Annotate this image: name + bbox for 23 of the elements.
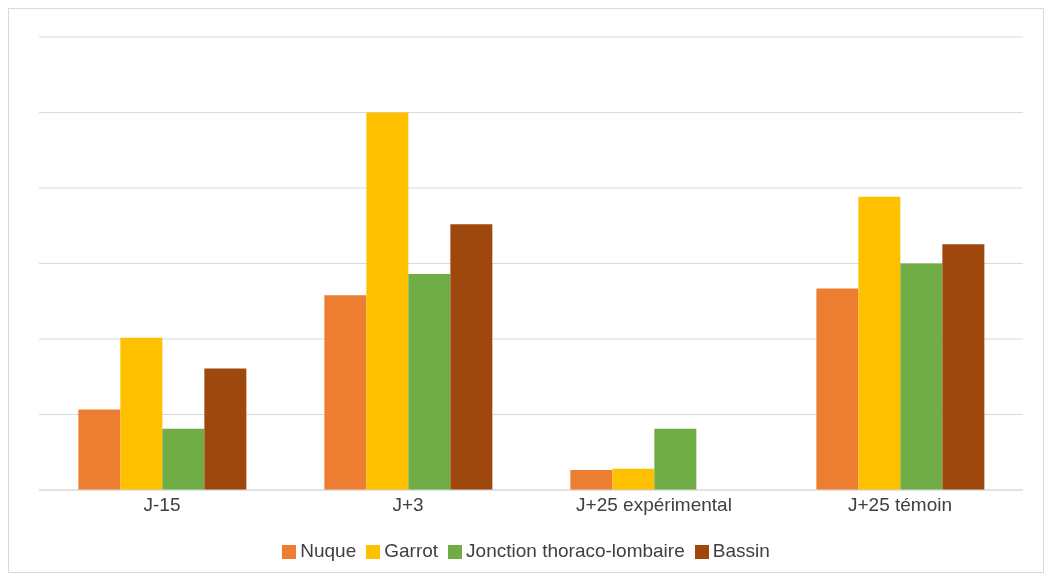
x-tick-label: J-15 [143,494,181,516]
bar [204,368,247,490]
x-tick-label: J+25 expérimental [576,494,732,516]
bar [816,288,859,490]
bar [120,337,163,490]
bar [324,295,367,490]
bar [900,263,943,490]
bar [408,274,451,490]
bar [942,244,985,490]
legend-label: Bassin [712,540,770,561]
bar [858,196,901,490]
bar [162,428,205,490]
bar [654,428,697,490]
bar [570,469,613,490]
legend-label: Nuque [300,540,357,561]
legend-label: Garrot [384,540,439,561]
x-tick-label: J+3 [392,494,424,516]
x-tick-label: J+25 témoin [847,494,953,516]
bar [612,468,655,490]
bar [450,224,493,490]
bar [78,409,121,490]
legend-label: Jonction thoraco-lombaire [466,540,685,561]
bar [366,112,409,490]
